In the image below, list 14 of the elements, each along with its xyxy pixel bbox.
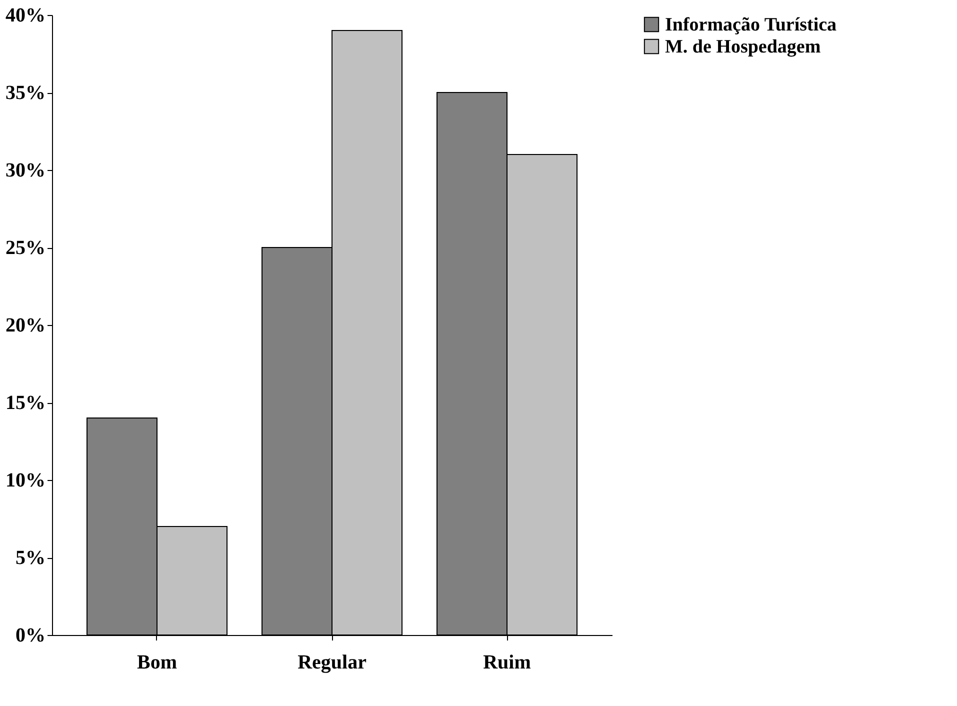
y-tick-label: 10%: [6, 470, 46, 492]
y-tick-label: 5%: [16, 547, 46, 569]
legend-label: M. de Hospedagem: [665, 36, 821, 58]
y-tick-label: 40%: [6, 4, 46, 26]
y-tick-label: 35%: [6, 82, 46, 104]
y-tick-label: 0%: [16, 624, 46, 646]
x-tick-label: Bom: [137, 652, 178, 674]
x-tick-label: Ruim: [483, 652, 532, 674]
y-tick-label: 15%: [6, 392, 46, 414]
y-tick-label: 30%: [6, 160, 46, 182]
y-tick-label: 20%: [6, 314, 46, 336]
legend-label: Informação Turística: [665, 14, 838, 36]
y-tick-label: 25%: [6, 237, 46, 259]
x-tick-label: Regular: [298, 652, 367, 674]
